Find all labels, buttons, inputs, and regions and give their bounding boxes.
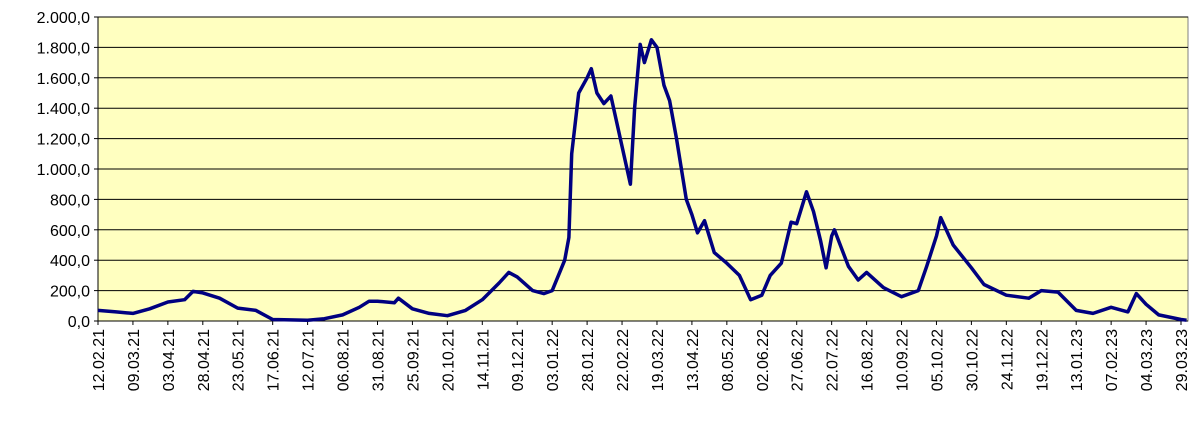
data-line	[97, 38, 1187, 322]
x-tick-label: 19.12.22	[1034, 329, 1051, 391]
x-tick-label: 22.02.22	[615, 329, 632, 391]
y-tick-label: 1.400,0	[37, 101, 90, 118]
x-tick-label: 24.11.22	[999, 329, 1016, 390]
x-tick-label: 03.04.21	[161, 329, 178, 391]
x-tick-label: 09.03.21	[126, 329, 143, 391]
x-tick-label: 25.09.21	[405, 329, 422, 391]
y-tick-label: 1.600,0	[37, 71, 90, 88]
y-tick-label: 1.200,0	[37, 132, 90, 149]
x-tick-label: 29.03.23	[1174, 329, 1191, 391]
x-tick-label: 05.10.22	[929, 329, 946, 391]
x-tick-label: 09.12.21	[510, 329, 527, 391]
x-tick-label: 12.02.21	[91, 329, 108, 391]
x-tick-label: 23.05.21	[231, 329, 248, 391]
x-tick-label: 02.06.22	[755, 329, 772, 391]
x-tick-label: 22.07.22	[825, 329, 842, 391]
x-tick-label: 04.03.23	[1139, 329, 1156, 391]
x-tick-label: 19.03.22	[650, 329, 667, 391]
x-tick-label: 28.01.22	[580, 329, 597, 391]
x-tick-label: 12.07.21	[301, 329, 318, 391]
x-tick-label: 17.06.21	[266, 329, 283, 391]
x-tick-label: 06.08.21	[336, 329, 353, 391]
y-tick-label: 600,0	[50, 223, 90, 240]
x-tick-label: 28.04.21	[196, 329, 213, 391]
x-tick-label: 30.10.22	[964, 329, 981, 391]
y-tick-label: 800,0	[50, 192, 90, 209]
y-tick-label: 400,0	[50, 253, 90, 270]
x-tick-label: 31.08.21	[370, 329, 387, 391]
y-tick-label: 200,0	[50, 284, 90, 301]
x-tick-label: 08.05.22	[720, 329, 737, 391]
x-tick-label: 03.01.22	[545, 329, 562, 391]
x-tick-label: 10.09.22	[895, 329, 912, 391]
x-tick-label: 13.01.23	[1069, 329, 1086, 391]
x-tick-label: 20.10.21	[440, 329, 457, 391]
y-tick-label: 1.000,0	[37, 162, 90, 179]
y-tick-label: 2.000,0	[37, 10, 90, 27]
y-tick-label: 0,0	[68, 314, 90, 331]
x-tick-label: 14.11.21	[475, 329, 492, 390]
x-tick-label: 07.02.23	[1104, 329, 1121, 391]
x-tick-label: 13.04.22	[685, 329, 702, 391]
x-tick-label: 27.06.22	[790, 329, 807, 391]
y-tick-label: 1.800,0	[37, 40, 90, 57]
x-tick-label: 16.08.22	[860, 329, 877, 391]
